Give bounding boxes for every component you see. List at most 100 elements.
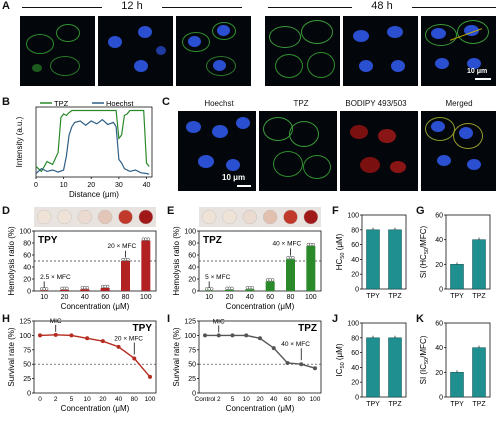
d-ytick-label: 100 (19, 229, 31, 236)
d-ytick-label: 0 (27, 289, 31, 296)
j-ytick-label: 80 (351, 335, 359, 342)
panel-letter-i: I (167, 313, 171, 325)
i-xtick-label: 60 (284, 396, 292, 403)
b-series-tpz (35, 109, 150, 173)
timepoint-48h-header: 48 h (268, 0, 496, 14)
i-xtick-label: 80 (298, 396, 306, 403)
micrograph-12h-merged (176, 16, 251, 86)
f-xtick-label: TPZ (388, 293, 402, 300)
k-ytick-label: 40 (435, 345, 443, 352)
i-xtick-label: Control (195, 396, 217, 403)
e-bar (286, 259, 295, 291)
j-ytick-label: 0 (355, 395, 359, 402)
d-bar (80, 289, 90, 291)
h-point (100, 339, 105, 344)
panel-c-channel-hoechst: Hoechst (204, 99, 234, 108)
b-xtick-label: 40 (143, 182, 151, 189)
d-point (126, 257, 130, 262)
i-xtick-label: 5 (231, 396, 235, 403)
k-ylabel: SI (IC50/MFC) (419, 335, 430, 384)
i-ytick-label: 25 (188, 376, 196, 383)
h-xtick-label: 10 (84, 396, 92, 403)
scale-bar-a (475, 78, 491, 80)
k-ytick-label: 60 (435, 321, 443, 328)
h-xtick-label: 40 (115, 396, 123, 403)
E-tube (303, 209, 319, 225)
panel-letter-e: E (167, 205, 175, 217)
d-xtick-label: 100 (140, 294, 152, 301)
micrograph-48h-green (265, 16, 340, 86)
i-point (203, 333, 207, 338)
chart-b-intensity-profile: 0 10 20 30 40 Distance (μm) Intensity (a.u.) TP… (15, 99, 153, 199)
f-ytick-label: 20 (351, 272, 359, 279)
d-ytick-label: 40 (23, 265, 31, 272)
e-ytick-label: 80 (188, 241, 196, 248)
panel-letter-c: C (162, 96, 170, 108)
i-ytick-label: 0 (192, 391, 196, 398)
k-axes-frame (445, 322, 491, 398)
b-series-hoechst (35, 118, 150, 175)
g-ytick-label: 0 (439, 287, 443, 294)
d-xtick-label: 20 (61, 294, 69, 301)
i-xtick-label: 20 (256, 396, 264, 403)
f-ytick-label: 40 (351, 257, 359, 264)
i-xtick-label: 10 (243, 396, 251, 403)
k-ytick-label: 0 (439, 395, 443, 402)
scale-bar-c (237, 185, 251, 187)
h-point (85, 336, 90, 341)
d-bar (141, 240, 151, 291)
j-bar (388, 337, 402, 398)
d-ytick-label: 60 (23, 253, 31, 260)
d-annotation-low: 2.5 × MFC (40, 274, 71, 281)
e-bar (265, 281, 275, 291)
panel-c-channel-tpz: TPZ (293, 99, 309, 108)
g-bar (472, 239, 486, 290)
h-point (38, 333, 42, 338)
j-ylabel: IC50 (μM) (335, 343, 346, 376)
e-ytick-label: 40 (188, 265, 196, 272)
h-point (69, 333, 74, 338)
b-xtick-label: 0 (34, 182, 38, 189)
micrograph-c-merged (421, 111, 496, 191)
f-bar (388, 229, 402, 290)
f-ytick-label: 80 (351, 227, 359, 234)
h-xtick-label: 80 (131, 396, 139, 403)
D-tube (36, 209, 52, 225)
i-annotation-mic: MIC (213, 318, 225, 325)
i-title: TPZ (298, 323, 317, 334)
e-bar (245, 289, 255, 291)
j-xtick-label: TPZ (388, 401, 402, 408)
f-bar (366, 229, 380, 290)
h-ytick-label: 125 (19, 319, 31, 326)
i-annotation-mfc: 40 × MFC (281, 341, 310, 348)
panel-letter-d: D (2, 205, 10, 217)
chart-f-hc50: 0 20 40 60 80 100 HC50 (μM) TPY TPZ (335, 213, 407, 300)
E-tube (262, 209, 278, 225)
g-xtick-label: TPZ (472, 293, 486, 300)
f-ylabel: HC50 (μM) (335, 233, 346, 270)
e-point (230, 286, 234, 290)
e-bar (306, 246, 316, 291)
micrograph-12h-blue (98, 16, 173, 86)
d-xtick-label: 40 (81, 294, 89, 301)
f-ytick-label: 0 (355, 287, 359, 294)
h-ytick-label: 0 (27, 391, 31, 398)
E-tube-strip (199, 207, 321, 227)
b-legend-label: Hoechst (106, 99, 134, 108)
k-ytick-label: 20 (435, 370, 443, 377)
micrograph-c-hoechst (178, 111, 256, 191)
h-point (116, 344, 121, 349)
d-xtick-label: 10 (40, 294, 48, 301)
h-annotation-mfc: 20 × MFC (114, 335, 143, 342)
j-ytick-label: 100 (347, 321, 359, 328)
panel-letter-b: B (2, 96, 10, 108)
d-point (106, 284, 110, 289)
e-ytick-label: 100 (184, 229, 196, 236)
h-series-line (39, 334, 151, 378)
i-point (230, 333, 235, 338)
i-point (285, 361, 290, 366)
e-xtick-label: 60 (266, 294, 274, 301)
chart-g-si-hc50: 0 20 40 60 SI (HC50/MFC) TPY TPZ (419, 213, 491, 300)
